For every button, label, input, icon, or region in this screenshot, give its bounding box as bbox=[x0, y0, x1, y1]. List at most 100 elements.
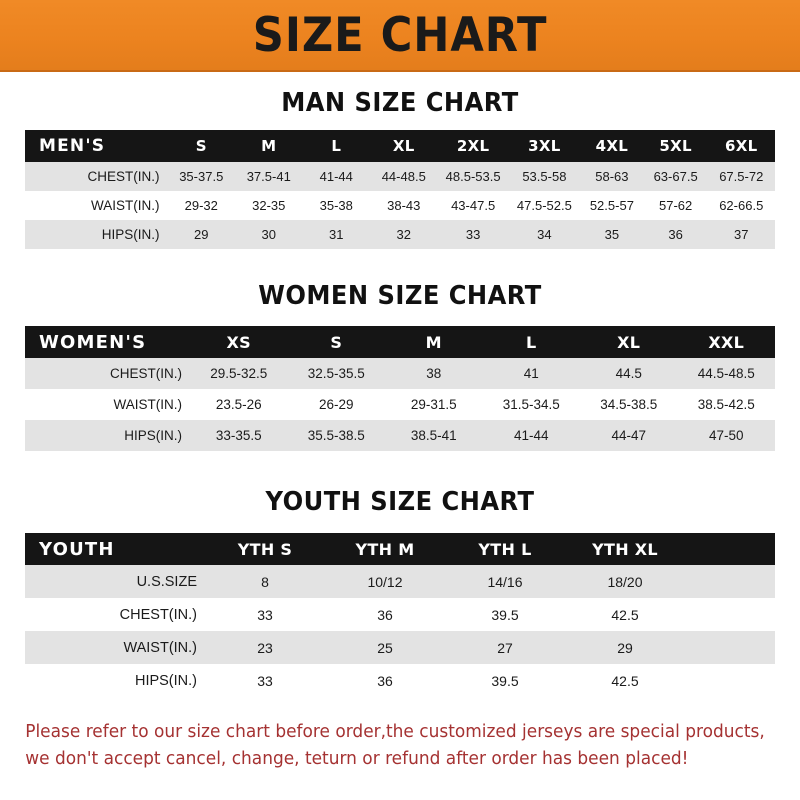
cell: 44.5 bbox=[580, 358, 678, 389]
cell: 42.5 bbox=[565, 598, 685, 631]
table-row: WAIST(IN.) 23.5-26 26-29 29-31.5 31.5-34… bbox=[25, 389, 775, 420]
women-table-body: WOMEN'S XS S M L XL XXL CHEST(IN.) 29.5-… bbox=[25, 326, 775, 451]
youth-header-row: YOUTH YTH S YTH M YTH L YTH XL bbox=[25, 533, 775, 565]
man-col-header: S bbox=[195, 137, 207, 155]
cell: 44.5-48.5 bbox=[677, 358, 775, 389]
cell-empty bbox=[685, 598, 775, 631]
cell: 41 bbox=[482, 358, 580, 389]
cell: 36 bbox=[643, 220, 708, 249]
cell: 30 bbox=[235, 220, 303, 249]
table-row: CHEST(IN.) 33 36 39.5 42.5 bbox=[25, 598, 775, 631]
youth-size-chart-block: YOUTH YTH S YTH M YTH L YTH XL U.S.SIZE … bbox=[0, 533, 800, 697]
row-label: WAIST(IN.) bbox=[25, 389, 190, 420]
cell: 37 bbox=[707, 220, 775, 249]
cell: 31 bbox=[302, 220, 370, 249]
man-col-header: 2XL bbox=[456, 137, 490, 155]
page-title: SIZE CHART bbox=[252, 7, 548, 63]
cell: 37.5-41 bbox=[235, 162, 303, 191]
cell: 23 bbox=[205, 631, 325, 664]
youth-size-table: YOUTH YTH S YTH M YTH L YTH XL U.S.SIZE … bbox=[25, 533, 775, 697]
section-title-youth: YOUTH SIZE CHART bbox=[265, 487, 535, 517]
man-col-header: 4XL bbox=[595, 137, 629, 155]
cell: 33 bbox=[205, 598, 325, 631]
cell: 32 bbox=[370, 220, 438, 249]
youth-col-header: YTH S bbox=[237, 539, 293, 559]
youth-col-header-empty bbox=[685, 533, 775, 565]
women-col-header: XL bbox=[617, 332, 641, 352]
cell: 34.5-38.5 bbox=[580, 389, 678, 420]
cell: 31.5-34.5 bbox=[482, 389, 580, 420]
cell: 41-44 bbox=[482, 420, 580, 451]
women-col-header: L bbox=[526, 332, 537, 352]
women-col-header: M bbox=[425, 332, 442, 352]
size-chart-banner: SIZE CHART bbox=[0, 0, 800, 72]
row-label: HIPS(IN.) bbox=[25, 664, 205, 697]
cell: 35-37.5 bbox=[167, 162, 235, 191]
cell: 33 bbox=[205, 664, 325, 697]
cell: 23.5-26 bbox=[190, 389, 288, 420]
table-row: WAIST(IN.) 29-32 32-35 35-38 38-43 43-47… bbox=[25, 191, 775, 220]
table-row: CHEST(IN.) 29.5-32.5 32.5-35.5 38 41 44.… bbox=[25, 358, 775, 389]
man-header-label: MEN'S bbox=[39, 136, 106, 156]
women-col-header: XS bbox=[226, 332, 251, 352]
cell: 47-50 bbox=[677, 420, 775, 451]
row-label: HIPS(IN.) bbox=[25, 420, 190, 451]
section-title-women: WOMEN SIZE CHART bbox=[258, 281, 542, 311]
cell: 36 bbox=[325, 664, 445, 697]
cell: 29 bbox=[167, 220, 235, 249]
cell: 35 bbox=[580, 220, 644, 249]
women-size-chart-block: WOMEN'S XS S M L XL XXL CHEST(IN.) 29.5-… bbox=[0, 326, 800, 451]
cell: 48.5-53.5 bbox=[437, 162, 509, 191]
order-policy-line-1: Please refer to our size chart before or… bbox=[25, 722, 765, 742]
man-col-header: M bbox=[261, 137, 277, 155]
youth-col-header: YTH M bbox=[355, 539, 415, 559]
cell: 29-31.5 bbox=[385, 389, 483, 420]
man-col-header: L bbox=[331, 137, 342, 155]
cell: 38.5-41 bbox=[385, 420, 483, 451]
table-row: HIPS(IN.) 29 30 31 32 33 34 35 36 37 bbox=[25, 220, 775, 249]
cell: 39.5 bbox=[445, 598, 565, 631]
cell: 10/12 bbox=[325, 565, 445, 598]
cell: 27 bbox=[445, 631, 565, 664]
row-label: CHEST(IN.) bbox=[25, 598, 205, 631]
women-size-table: WOMEN'S XS S M L XL XXL CHEST(IN.) 29.5-… bbox=[25, 326, 775, 451]
cell: 29.5-32.5 bbox=[190, 358, 288, 389]
cell: 47.5-52.5 bbox=[508, 191, 580, 220]
cell: 8 bbox=[205, 565, 325, 598]
cell: 29-32 bbox=[167, 191, 235, 220]
youth-header-label: YOUTH bbox=[39, 538, 115, 560]
cell: 38.5-42.5 bbox=[677, 389, 775, 420]
table-row: CHEST(IN.) 35-37.5 37.5-41 41-44 44-48.5… bbox=[25, 162, 775, 191]
cell: 33-35.5 bbox=[190, 420, 288, 451]
cell: 36 bbox=[325, 598, 445, 631]
cell: 44-48.5 bbox=[370, 162, 438, 191]
women-col-header: XXL bbox=[708, 332, 745, 352]
cell: 44-47 bbox=[580, 420, 678, 451]
row-label: CHEST(IN.) bbox=[25, 358, 190, 389]
cell: 57-62 bbox=[643, 191, 708, 220]
cell: 42.5 bbox=[565, 664, 685, 697]
cell: 18/20 bbox=[565, 565, 685, 598]
order-policy-line-2: we don't accept cancel, change, teturn o… bbox=[25, 749, 689, 770]
cell: 43-47.5 bbox=[437, 191, 509, 220]
cell-empty bbox=[685, 631, 775, 664]
cell: 32-35 bbox=[235, 191, 303, 220]
cell: 29 bbox=[565, 631, 685, 664]
table-row: U.S.SIZE 8 10/12 14/16 18/20 bbox=[25, 565, 775, 598]
man-size-table: MEN'S S M L XL 2XL 3XL 4XL 5XL 6XL CHEST… bbox=[25, 130, 775, 249]
women-col-header: S bbox=[330, 332, 343, 352]
man-header-row: MEN'S S M L XL 2XL 3XL 4XL 5XL 6XL bbox=[25, 130, 775, 162]
youth-table-body: YOUTH YTH S YTH M YTH L YTH XL U.S.SIZE … bbox=[25, 533, 775, 697]
man-size-chart-block: MEN'S S M L XL 2XL 3XL 4XL 5XL 6XL CHEST… bbox=[0, 130, 800, 249]
cell: 38-43 bbox=[370, 191, 438, 220]
cell: 67.5-72 bbox=[707, 162, 775, 191]
cell: 38 bbox=[385, 358, 483, 389]
table-row: HIPS(IN.) 33 36 39.5 42.5 bbox=[25, 664, 775, 697]
table-row: HIPS(IN.) 33-35.5 35.5-38.5 38.5-41 41-4… bbox=[25, 420, 775, 451]
cell: 52.5-57 bbox=[580, 191, 644, 220]
cell: 25 bbox=[325, 631, 445, 664]
cell: 14/16 bbox=[445, 565, 565, 598]
row-label: WAIST(IN.) bbox=[25, 191, 168, 220]
man-col-header: 6XL bbox=[725, 137, 758, 155]
section-title-man: MAN SIZE CHART bbox=[281, 88, 519, 118]
